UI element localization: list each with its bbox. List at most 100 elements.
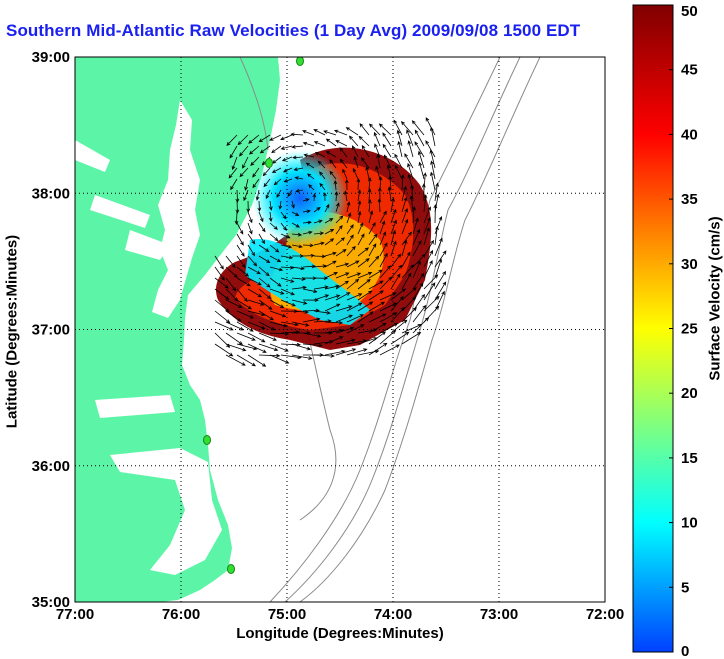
velocity-arrow: [236, 288, 248, 303]
velocity-arrow: [247, 321, 266, 330]
velocity-arrow: [401, 264, 415, 279]
velocity-arrow: [335, 224, 343, 235]
velocity-arrow: [348, 135, 359, 147]
velocity-arrow: [313, 206, 321, 213]
velocity-arrow: [324, 294, 341, 301]
velocity-arrow: [335, 338, 356, 345]
velocity-arrow: [302, 141, 315, 147]
velocity-arrow: [383, 154, 392, 169]
velocity-arrow: [374, 143, 381, 158]
x-tick-label: 74:00: [374, 606, 412, 623]
velocity-arrow: [390, 331, 410, 345]
velocity-arrow: [302, 288, 318, 294]
velocity-arrow: [325, 138, 337, 147]
velocity-arrow: [335, 202, 340, 213]
velocity-arrow: [313, 141, 326, 147]
velocity-arrow: [258, 299, 273, 310]
velocity-arrow: [248, 134, 260, 144]
velocity-arrow: [313, 276, 329, 281]
velocity-arrow: [269, 310, 287, 318]
velocity-arrow: [390, 240, 397, 257]
velocity-arrow: [236, 255, 246, 268]
velocity-arrow: [280, 145, 293, 150]
velocity-arrow: [335, 140, 348, 147]
velocity-arrow: [238, 145, 249, 157]
velocity-arrow: [346, 234, 354, 246]
velocity-arrow: [335, 292, 351, 301]
velocity-arrow: [242, 156, 249, 169]
velocity-arrow: [368, 243, 377, 257]
velocity-arrow: [305, 162, 315, 169]
velocity-arrow: [357, 311, 374, 323]
velocity-arrow: [214, 343, 234, 357]
velocity-arrow: [291, 200, 295, 209]
velocity-arrow: [335, 348, 357, 356]
velocity-arrow: [235, 200, 240, 214]
colorbar-tick-label: 45: [681, 62, 698, 79]
velocity-arrow: [302, 198, 310, 202]
velocity-arrow: [401, 218, 409, 235]
velocity-arrow: [291, 285, 307, 290]
y-tick-label: 35:00: [32, 594, 70, 611]
velocity-arrow: [425, 140, 436, 158]
colorbar-tick-label: 30: [681, 256, 698, 273]
velocity-arrow: [434, 290, 445, 312]
velocity-arrow: [282, 167, 293, 173]
velocity-arrow: [313, 294, 330, 301]
velocity-arrow: [346, 348, 368, 356]
colorbar-tick-label: 5: [681, 579, 689, 596]
velocity-arrow: [357, 271, 373, 279]
velocity-arrow: [390, 319, 408, 334]
velocity-arrow: [324, 349, 346, 356]
velocity-arrow: [225, 332, 243, 345]
velocity-arrow: [313, 129, 326, 136]
velocity-arrow: [394, 164, 403, 180]
velocity-arrow: [302, 209, 311, 214]
velocity-arrow: [375, 165, 381, 180]
velocity-arrow: [401, 272, 412, 290]
velocity-arrow: [373, 131, 381, 147]
velocity-arrow: [269, 244, 280, 253]
velocity-arrow: [342, 168, 348, 180]
velocity-arrow: [313, 254, 327, 259]
velocity-arrow: [271, 167, 282, 173]
velocity-arrow: [247, 288, 263, 298]
velocity-arrow: [291, 266, 305, 271]
velocity-arrow: [308, 184, 315, 191]
velocity-arrow: [434, 270, 446, 290]
velocity-arrow: [324, 336, 344, 345]
velocity-arrow: [429, 126, 436, 147]
velocity-arrow: [345, 127, 359, 136]
velocity-arrow: [269, 134, 282, 141]
velocity-arrow: [335, 272, 350, 279]
velocity-arrow: [269, 277, 282, 287]
velocity-arrow: [302, 243, 314, 248]
velocity-arrow: [379, 220, 386, 235]
velocity-arrow: [357, 290, 373, 301]
velocity-arrow: [225, 255, 236, 269]
velocity-arrow: [379, 265, 391, 279]
velocity-arrow: [357, 278, 371, 290]
velocity-arrow: [346, 314, 364, 323]
velocity-arrow: [247, 222, 253, 235]
colorbar-tick-label: 25: [681, 321, 698, 338]
velocity-arrow: [335, 248, 347, 257]
velocity-arrow: [258, 321, 276, 331]
velocity-arrow: [346, 201, 351, 213]
velocity-arrow: [257, 200, 262, 212]
velocity-arrow: [291, 299, 308, 305]
velocity-arrow: [231, 156, 238, 171]
velocity-arrow: [247, 244, 255, 257]
velocity-arrow: [346, 245, 356, 257]
velocity-arrow: [225, 277, 237, 292]
velocity-arrow: [412, 293, 426, 312]
velocity-arrow: [280, 222, 287, 231]
velocity-arrow: [390, 197, 395, 213]
velocity-arrow: [324, 238, 335, 246]
x-tick-label: 72:00: [586, 606, 624, 623]
velocity-arrow: [235, 189, 240, 203]
velocity-arrow: [353, 155, 359, 169]
velocity-arrow: [313, 354, 335, 358]
velocity-arrow: [268, 211, 273, 223]
